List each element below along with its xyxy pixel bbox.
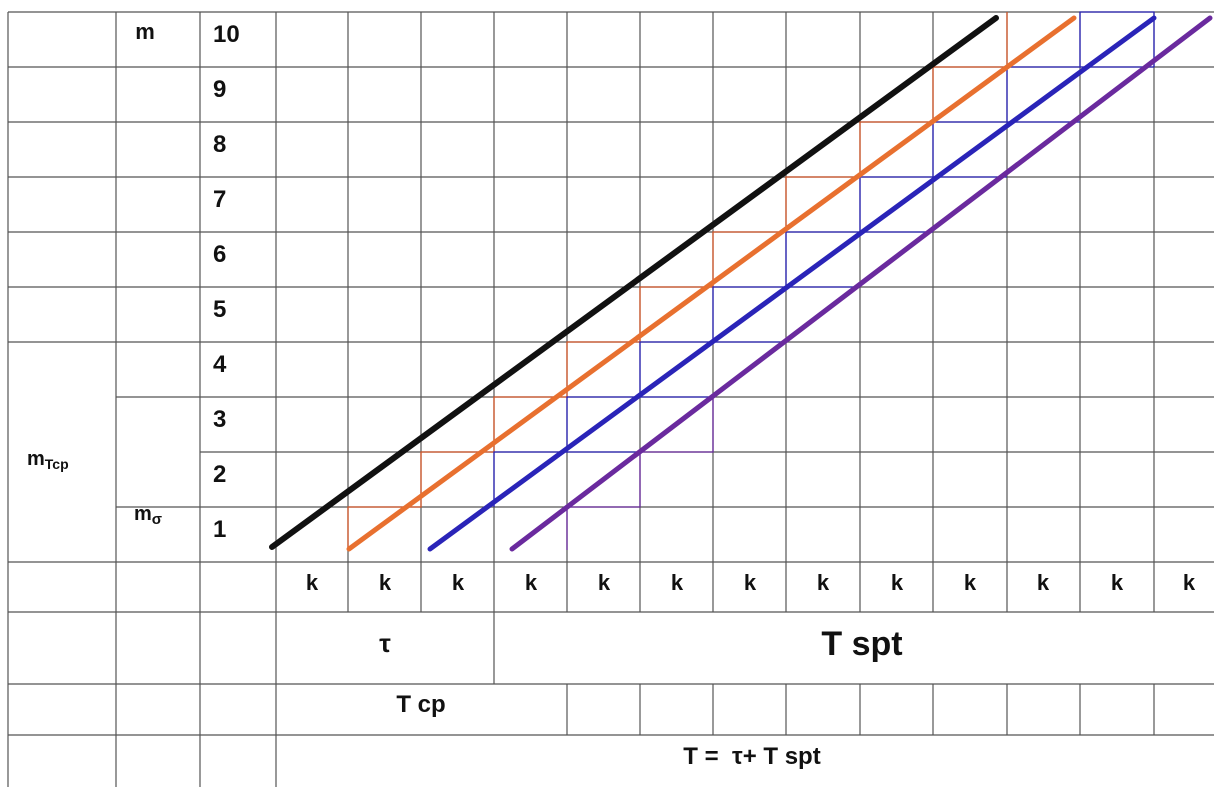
k-label: k [598, 570, 611, 595]
t-cp-label: T cp [396, 691, 445, 718]
k-label: k [817, 570, 830, 595]
k-label: k [1183, 570, 1196, 595]
grid [7, 11, 1214, 787]
k-label: k [891, 570, 904, 595]
k-label: k [964, 570, 977, 595]
k-label: k [525, 570, 538, 595]
m-value: 5 [213, 296, 226, 323]
purple-line [509, 15, 1213, 552]
blue-line [427, 15, 1157, 552]
labels: m 10 9 8 7 6 5 4 3 2 1 mTcp mσ k k k k k… [27, 19, 1196, 770]
t-spt-label: T spt [821, 625, 902, 663]
m-value: 7 [213, 186, 226, 213]
k-label: k [744, 570, 757, 595]
m-tcp-label: mTcp [27, 448, 69, 472]
m-value: 3 [213, 406, 226, 433]
k-label: k [306, 570, 319, 595]
m-value: 4 [213, 351, 227, 378]
m-value: 6 [213, 241, 226, 268]
black-line [269, 15, 999, 550]
tau-label: τ [379, 628, 391, 658]
blue-staircase [493, 11, 1155, 507]
m-value: 2 [213, 461, 226, 488]
m-value: 1 [213, 516, 226, 543]
m-header: m [135, 19, 155, 44]
k-label: k [1037, 570, 1050, 595]
m-value: 10 [213, 21, 240, 48]
k-label: k [452, 570, 465, 595]
m-sigma-label: mσ [134, 503, 162, 528]
timing-lines [269, 15, 1213, 552]
k-label: k [1111, 570, 1124, 595]
t-total-label: T = τ+ T spt [683, 743, 820, 770]
m-value: 9 [213, 76, 226, 103]
orange-line [346, 15, 1077, 552]
k-label: k [671, 570, 684, 595]
m-value: 8 [213, 131, 226, 158]
orange-staircase [347, 12, 1008, 550]
purple-staircase [566, 397, 714, 550]
k-label: k [379, 570, 392, 595]
